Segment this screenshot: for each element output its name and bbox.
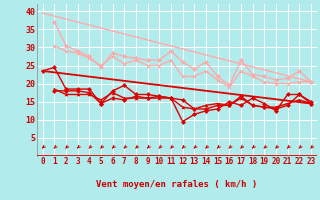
X-axis label: Vent moyen/en rafales ( km/h ): Vent moyen/en rafales ( km/h ): [96, 180, 257, 189]
